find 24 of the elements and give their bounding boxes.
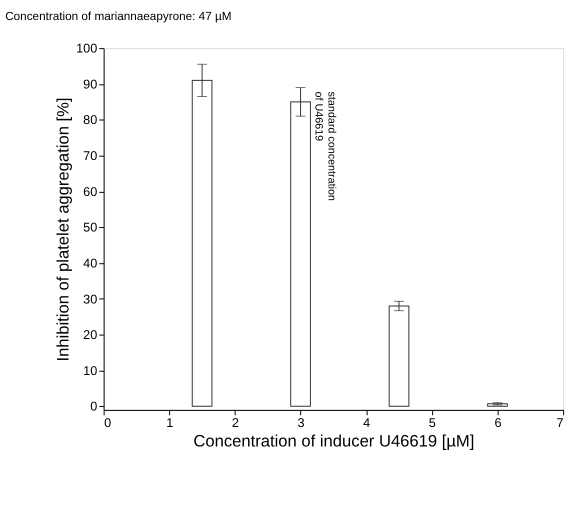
y-tick-label: 80	[83, 113, 98, 128]
y-tick-label: 30	[83, 292, 98, 306]
y-tick-label: 10	[83, 364, 98, 378]
y-tick-label: 100	[76, 42, 98, 56]
x-tick-label: 4	[363, 416, 370, 430]
y-tick-label: 0	[90, 400, 98, 414]
y-tick-label: 60	[83, 184, 98, 199]
y-tick-label: 50	[83, 220, 98, 235]
x-axis-title: Concentration of inducer U46619 [µM]	[193, 432, 474, 451]
x-tick-label: 2	[232, 416, 239, 430]
x-tick-label: 0	[104, 416, 112, 430]
x-tick-label: 7	[556, 416, 564, 430]
y-tick-label: 70	[83, 148, 98, 163]
y-tick-label: 20	[83, 328, 98, 342]
x-tick-label: 3	[298, 416, 305, 430]
chart-title: Concentration of mariannaeapyrone: 47 µM	[5, 10, 232, 23]
y-tick-label: 90	[83, 77, 98, 92]
bar	[388, 306, 410, 407]
annotation: standard concentration of U46619	[312, 92, 338, 201]
x-tick-label: 6	[494, 416, 502, 430]
x-tick-label: 1	[166, 416, 174, 430]
y-tick-label: 40	[83, 256, 98, 270]
y-axis-title: Inhibition of platelet aggregation [%]	[53, 97, 72, 362]
x-tick-label: 5	[428, 416, 436, 430]
